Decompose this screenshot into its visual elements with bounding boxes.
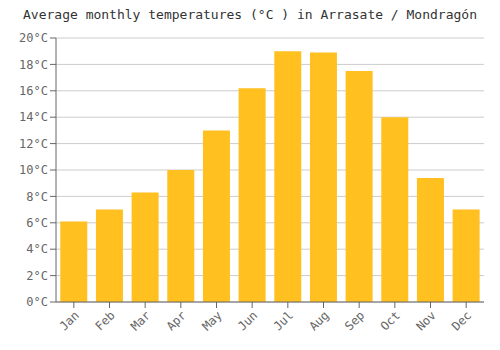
svg-text:0°C: 0°C (26, 295, 48, 309)
svg-text:4°C: 4°C (26, 242, 48, 256)
svg-text:Mar: Mar (128, 308, 153, 333)
svg-text:2°C: 2°C (26, 269, 48, 283)
svg-text:Sep: Sep (342, 308, 367, 333)
svg-text:Jan: Jan (57, 308, 82, 333)
svg-text:20°C: 20°C (19, 31, 48, 45)
svg-text:Feb: Feb (92, 308, 117, 333)
svg-text:6°C: 6°C (26, 216, 48, 230)
svg-text:14°C: 14°C (19, 110, 48, 124)
svg-text:16°C: 16°C (19, 84, 48, 98)
svg-text:Aug: Aug (306, 308, 331, 333)
svg-text:Apr: Apr (164, 308, 189, 333)
svg-text:12°C: 12°C (19, 137, 48, 151)
svg-text:May: May (199, 308, 224, 333)
svg-text:8°C: 8°C (26, 190, 48, 204)
html-text:Average monthly temperatures (: Average monthly temperatures (°C ) in Ar… (23, 7, 477, 22)
svg-text:Dec: Dec (449, 308, 474, 333)
svg-text:Jun: Jun (235, 308, 260, 333)
svg-text:18°C: 18°C (19, 58, 48, 72)
svg-text:10°C: 10°C (19, 163, 48, 177)
svg-text:Jul: Jul (271, 308, 296, 333)
svg-text:Nov: Nov (413, 308, 438, 333)
svg-text:Oct: Oct (378, 308, 403, 333)
